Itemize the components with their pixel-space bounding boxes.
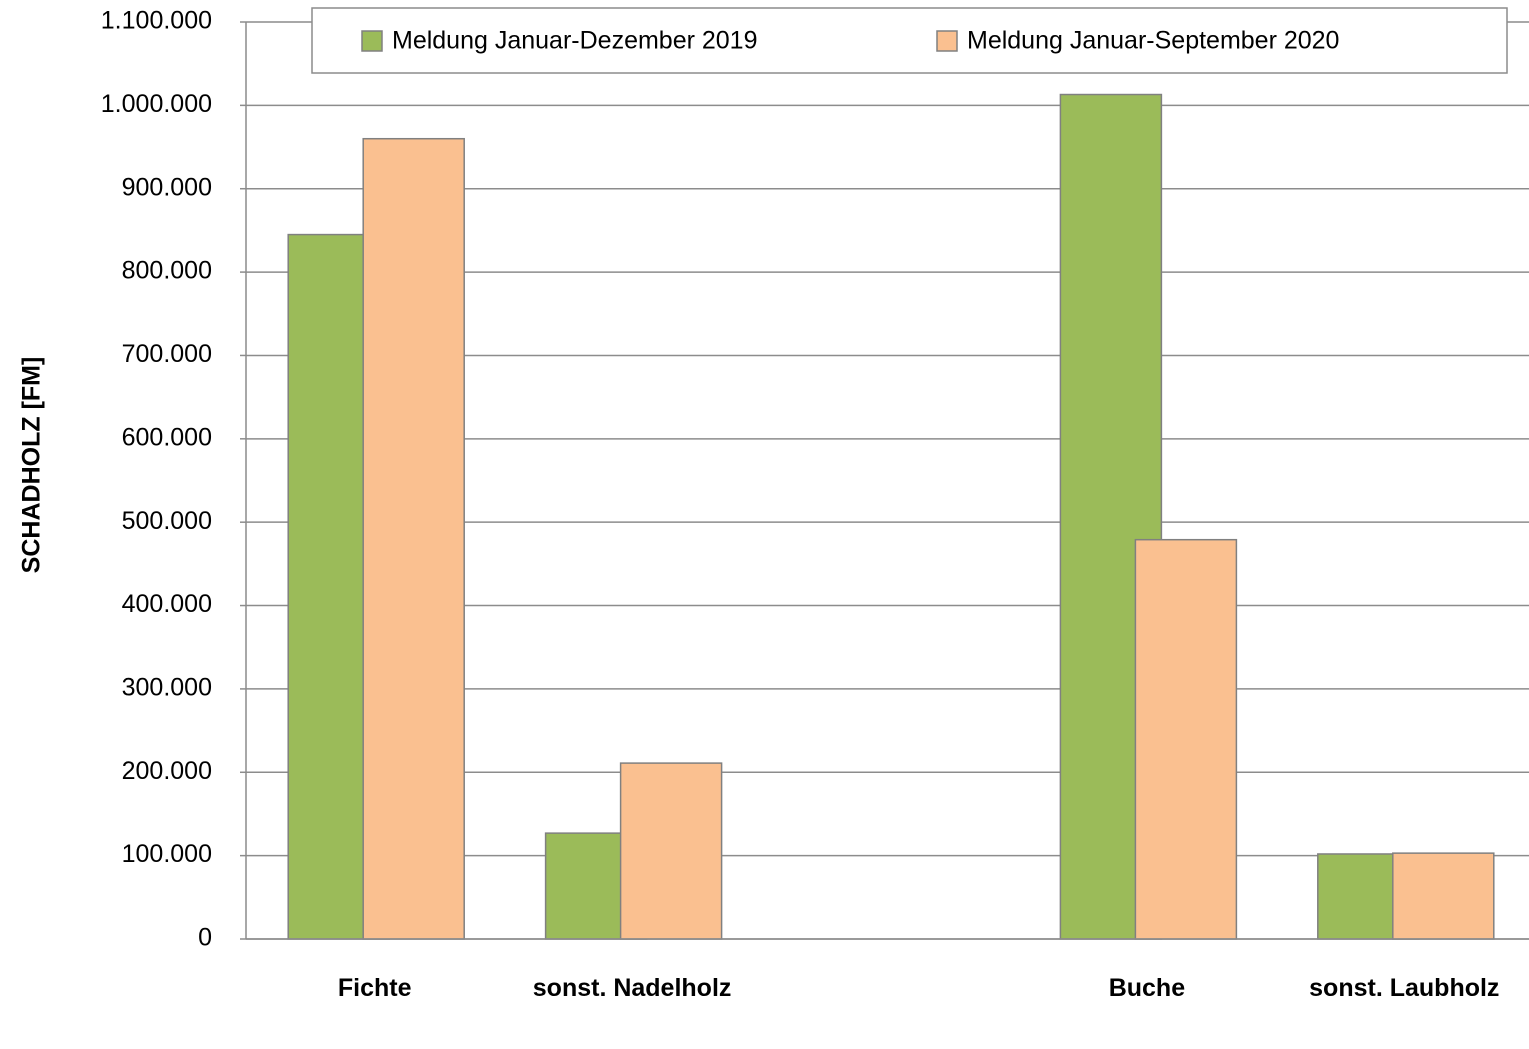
y-tick-label: 800.000 [122, 257, 212, 285]
y-tick-label: 200.000 [122, 757, 212, 785]
y-tick-label: 900.000 [122, 173, 212, 201]
legend-swatch [936, 30, 958, 52]
legend-label: Meldung Januar-September 2020 [967, 27, 1339, 55]
bar [619, 762, 723, 940]
bar [362, 137, 465, 940]
y-tick-label: 500.000 [122, 507, 212, 535]
legend-box [311, 7, 1508, 74]
y-tick-label: 0 [198, 924, 212, 952]
legend-label: Meldung Januar-Dezember 2019 [392, 27, 758, 55]
x-tick-label: sonst. Nadelholz [532, 974, 732, 1002]
bar [1134, 538, 1238, 940]
x-tick-label: Fichte [337, 974, 412, 1002]
legend-swatch [361, 30, 383, 52]
y-tick-label: 300.000 [122, 674, 212, 702]
y-tick-label: 1.000.000 [101, 90, 212, 118]
y-axis-title: SCHADHOLZ [FM] [18, 357, 46, 574]
y-tick-label: 100.000 [122, 840, 212, 868]
x-tick-label: sonst. Laubholz [1309, 974, 1500, 1002]
y-tick-label: 1.100.000 [101, 7, 212, 35]
x-tick-label: Buche [1108, 974, 1186, 1002]
bar [1392, 852, 1495, 940]
y-tick-label: 600.000 [122, 423, 212, 451]
y-tick-label: 400.000 [122, 590, 212, 618]
y-tick-label: 700.000 [122, 340, 212, 368]
